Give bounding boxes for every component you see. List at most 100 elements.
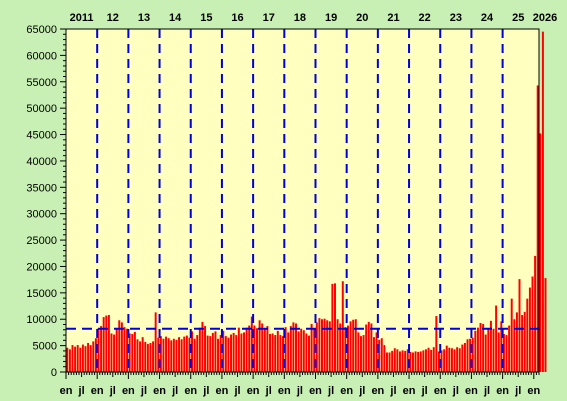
bar [445,345,448,372]
bar [349,321,352,372]
x-tick-label: jl [296,385,303,397]
x-tick-label: en [403,385,416,397]
bar [300,328,303,372]
bar [159,336,162,372]
x-tick-label: en [434,385,447,397]
bar [92,341,95,372]
bar [375,332,378,372]
x-tick-label: en [122,385,135,397]
bar [497,332,500,372]
bar [269,334,272,372]
bar [435,316,438,372]
year-label: 13 [138,12,150,24]
bar [482,323,485,372]
bar [243,332,246,372]
bar [201,321,204,372]
bar [419,351,422,372]
x-tick-label: en [60,385,73,397]
bar [232,332,235,372]
bar [515,312,518,372]
bar [352,319,355,372]
bar [308,335,310,372]
bar [302,330,305,372]
year-label: 17 [263,12,275,24]
bar [170,340,173,372]
bar [97,328,100,372]
x-tick-label: jl [233,385,240,397]
bar [341,281,344,372]
bar [141,337,144,372]
bar [536,85,539,373]
bar [388,352,391,372]
x-tick-label: jl [140,385,147,397]
bars-layer [66,31,547,373]
bar [289,326,292,372]
y-tick-label: 20000 [26,261,57,273]
bar [346,325,349,372]
year-label: 15 [200,12,212,24]
bar [102,317,105,372]
bar [175,339,178,372]
bar [508,325,511,372]
bar [271,333,274,372]
bar [513,319,516,372]
x-tick-label: en [465,385,478,397]
bar [217,338,220,372]
y-tick-label: 5000 [33,341,57,353]
x-axis: en jl en jl en jl en jl en jl en jl en jl en jl en jl en jl… [60,372,540,397]
bar [401,350,404,372]
bar [133,331,136,372]
y-tick-label: 65000 [26,24,57,36]
bar [411,352,414,372]
bar [222,330,225,372]
bar [113,334,116,372]
bar [115,329,118,372]
bar [380,338,383,372]
bar [336,319,339,372]
bar [479,322,482,372]
bar [258,320,261,372]
bar [471,337,474,372]
bar [131,334,134,372]
bar [68,349,71,372]
x-tick-label: jl [78,385,85,397]
bar [287,332,290,372]
bar [313,328,316,372]
year-label: 14 [169,12,182,24]
bar [250,316,253,372]
year-label: 18 [294,12,306,24]
x-tick-label: en [371,385,384,397]
bar [74,346,77,372]
bar [489,320,492,372]
bar [139,341,142,372]
y-tick-label: 35000 [26,182,57,194]
bar [391,350,394,372]
bar [326,320,329,372]
bar [331,283,334,372]
bar [484,334,487,372]
bar [224,336,227,372]
bar [318,318,321,372]
bar [414,351,417,372]
y-tick-label: 45000 [26,130,57,142]
bar [209,336,212,372]
bar [502,334,505,372]
bar [367,321,370,372]
bar [365,324,368,372]
x-tick-label: en [527,385,540,397]
y-tick-label: 55000 [26,77,57,89]
year-label: 21 [387,12,399,24]
y-axis: 0 5000 10000 15000 20000 25000 30000 35000 40000… [26,24,66,379]
bar [456,347,459,372]
year-label: 23 [450,12,462,24]
x-tick-label: jl [171,385,178,397]
x-tick-label: en [247,385,260,397]
y-tick-label: 25000 [26,235,57,247]
bar [193,338,196,372]
bar [188,337,191,372]
x-tick-label: jl [202,385,209,397]
bar [144,341,147,372]
bar [469,338,472,372]
bar [305,333,308,372]
bar [276,330,279,372]
